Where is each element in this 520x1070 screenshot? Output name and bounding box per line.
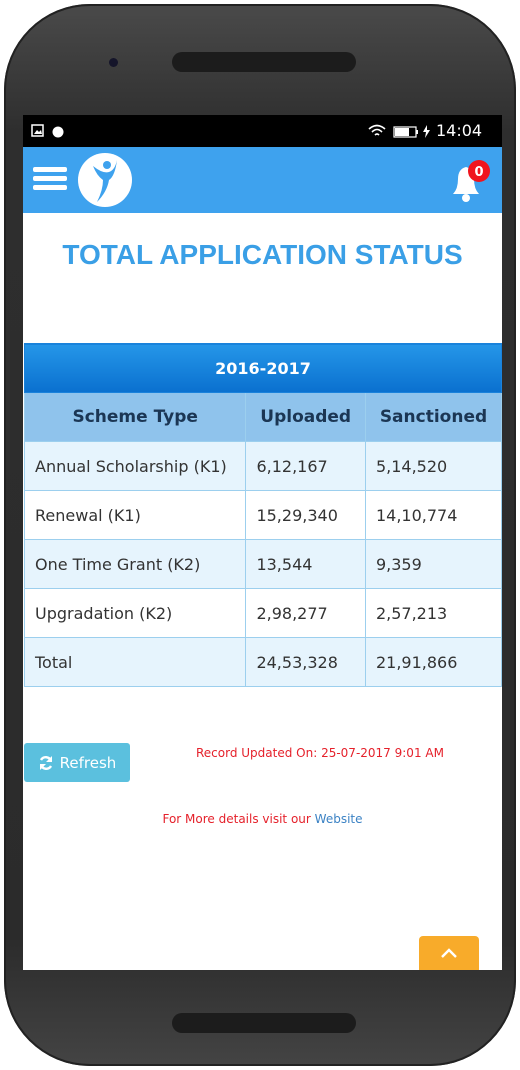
- speaker-bottom: [172, 1013, 356, 1033]
- header-row: Scheme Type Uploaded Sanctioned: [23, 392, 502, 442]
- table-cell: 2,57,213: [364, 588, 502, 638]
- column-header: Uploaded: [245, 392, 366, 442]
- table-cell: 2,98,277: [245, 588, 366, 638]
- table-cell: 6,12,167: [245, 441, 366, 491]
- table-row: Upgradation (K2) 2,98,277 2,57,213: [23, 588, 502, 638]
- table-cell: 5,14,520: [364, 441, 502, 491]
- app-bar: 0: [23, 147, 502, 213]
- table-cell: 14,10,774: [364, 490, 502, 540]
- table-cell: 24,53,328: [245, 637, 366, 687]
- menu-button[interactable]: [33, 165, 69, 193]
- table-caption: 2016-2017: [24, 343, 502, 393]
- table-row: Annual Scholarship (K1) 6,12,167 5,14,520: [23, 441, 502, 491]
- table-cell: Renewal (K1): [23, 490, 247, 540]
- table-cell: 13,544: [245, 539, 366, 589]
- refresh-button[interactable]: Refresh: [24, 743, 130, 782]
- chevron-up: [441, 948, 457, 958]
- page-title: TOTAL APPLICATION STATUS: [62, 239, 463, 270]
- speaker: [172, 52, 356, 72]
- status-table: 2016-2017 Scheme Type Uploaded Sanctioned An…: [23, 343, 502, 687]
- refresh-icon: [39, 755, 52, 770]
- table-row: One Time Grant (K2) 13,544 9,359: [23, 539, 502, 589]
- status-icons-right: [368, 124, 430, 138]
- footer-text: For More details visit our: [162, 812, 311, 826]
- status-bar: 14:04: [23, 115, 502, 147]
- website-link[interactable]: Website: [314, 812, 363, 826]
- table-cell: 21,91,866: [364, 637, 502, 687]
- table-row: Total 24,53,328 21,91,866: [23, 637, 502, 687]
- screen: 14:04 0 TOTAL APPLICATION STATUS 2016-20…: [23, 115, 502, 970]
- notification-count: 0: [474, 165, 483, 180]
- table-row: Renewal (K1) 15,29,340 14,10,774: [23, 490, 502, 540]
- table-cell: Total: [23, 637, 247, 687]
- refresh-label: Refresh: [59, 753, 117, 772]
- camera: [109, 58, 118, 67]
- table-cell: Upgradation (K2): [23, 588, 247, 638]
- footer-note: For More details visit our Website: [23, 812, 502, 826]
- logo: [78, 153, 132, 207]
- clock: 14:04: [436, 121, 483, 140]
- table-cell: 15,29,340: [245, 490, 366, 540]
- table-cell: Annual Scholarship (K1): [23, 441, 247, 491]
- column-header: Sanctioned: [364, 392, 502, 442]
- table-cell: 9,359: [364, 539, 502, 589]
- notification-bell[interactable]: 0: [448, 157, 492, 203]
- status-icons-left: [31, 124, 64, 138]
- column-header: Scheme Type: [23, 392, 247, 442]
- caption-row: 2016-2017: [24, 343, 502, 393]
- record-updated: Record Updated On: 25-07-2017 9:01 AM: [196, 746, 444, 760]
- scroll-top-button[interactable]: [419, 936, 479, 970]
- table-cell: One Time Grant (K2): [23, 539, 247, 589]
